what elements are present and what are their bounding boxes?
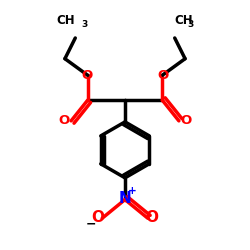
Text: 3: 3 [81, 20, 87, 29]
Text: N: N [119, 191, 132, 206]
Text: O: O [81, 69, 92, 82]
Text: O: O [92, 210, 104, 225]
Text: O: O [180, 114, 192, 127]
Text: +: + [128, 186, 137, 196]
Text: 3: 3 [188, 20, 194, 29]
Text: O: O [58, 114, 70, 127]
Text: CH: CH [57, 14, 75, 26]
Text: O: O [146, 210, 158, 225]
Text: O: O [158, 69, 169, 82]
Text: −: − [86, 218, 96, 230]
Text: CH: CH [175, 14, 193, 26]
